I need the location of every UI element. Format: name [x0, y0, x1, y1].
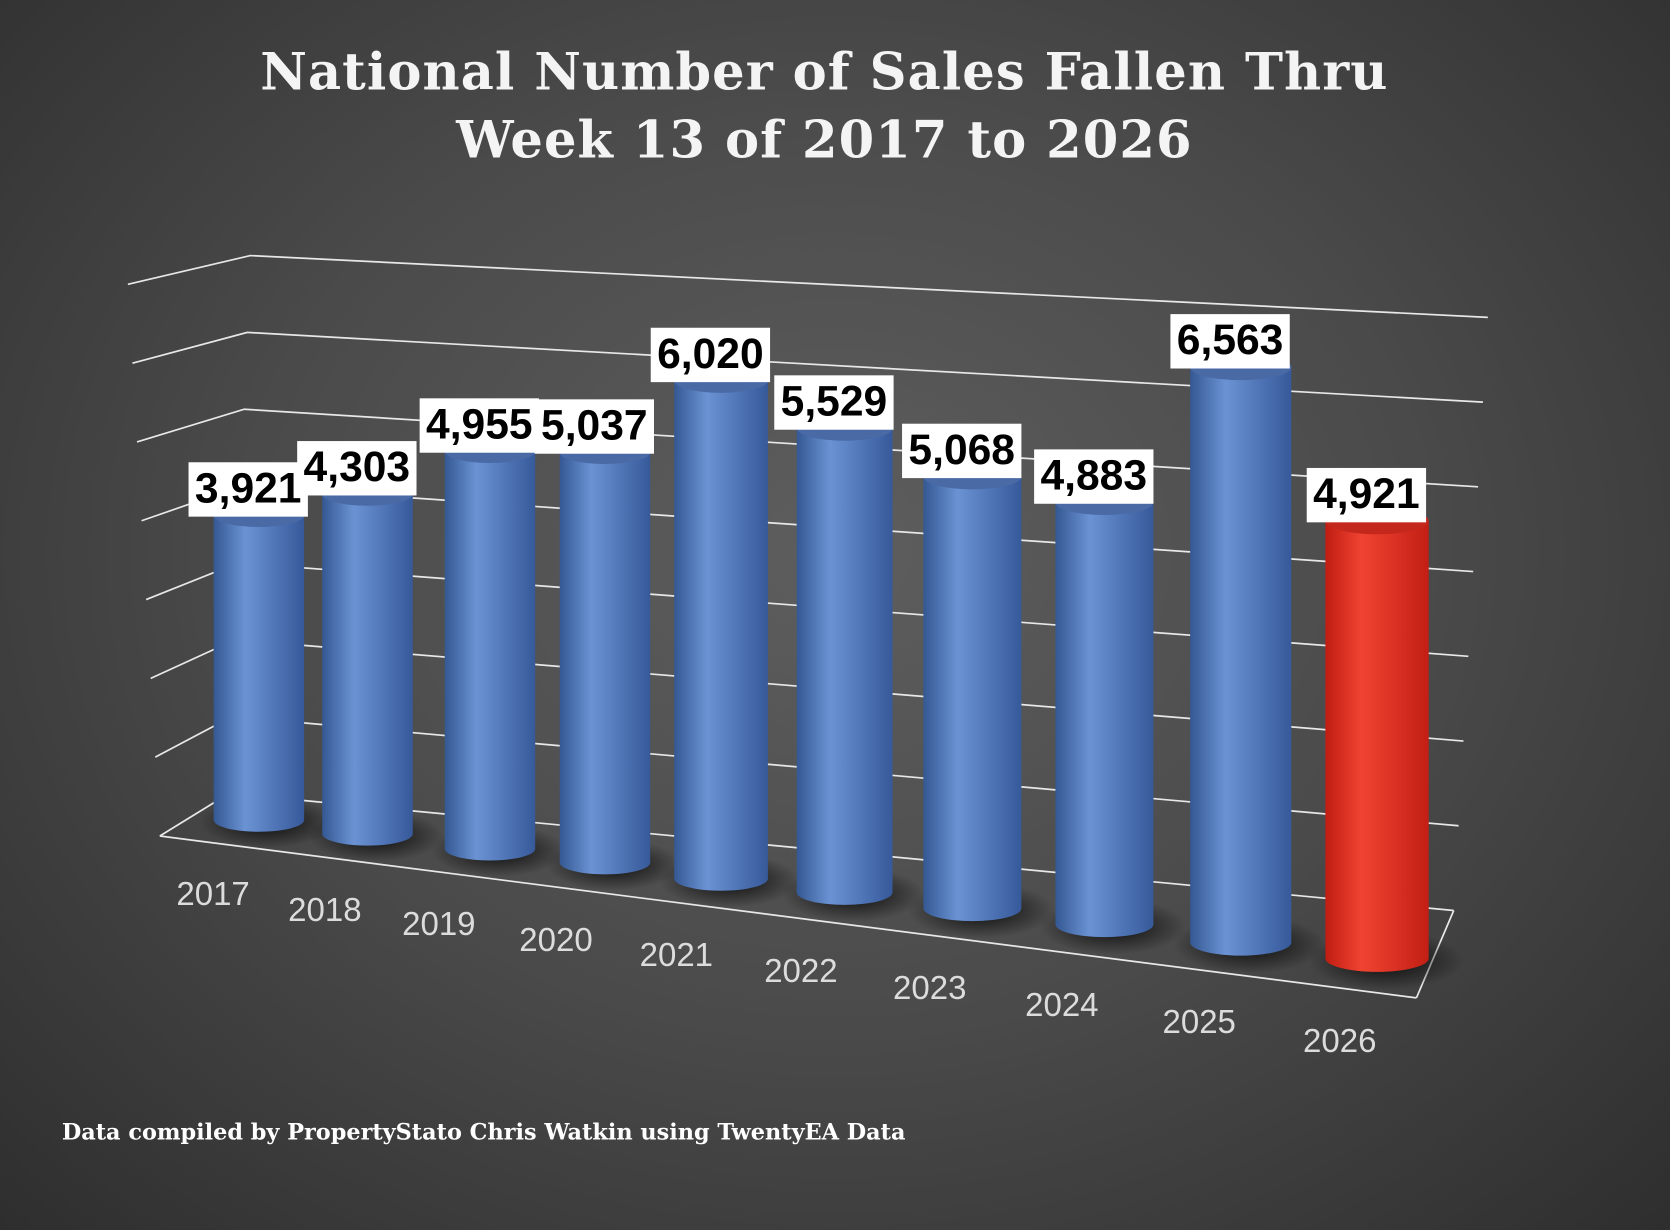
bar-2024	[1039, 489, 1187, 955]
data-label-box	[297, 441, 417, 496]
x-tick-label: 2021	[640, 936, 713, 973]
data-label-2020: 5,037	[534, 399, 654, 454]
chart-title-line-2: Week 13 of 2017 to 2026	[455, 111, 1193, 171]
data-label-text: 6,020	[657, 330, 764, 378]
x-tick-label: 2025	[1162, 1003, 1235, 1040]
x-tick-label: 2018	[288, 891, 361, 928]
bar-body	[1055, 502, 1154, 938]
x-tick-label: 2026	[1303, 1022, 1376, 1059]
bar-body	[796, 428, 893, 905]
data-label-2023: 5,068	[902, 423, 1022, 479]
data-label-box	[419, 398, 539, 453]
data-label-box	[534, 399, 654, 454]
data-label-box	[774, 375, 894, 430]
gridline	[127, 254, 1488, 319]
x-tick-label: 2017	[176, 875, 249, 912]
bar-body	[1325, 520, 1429, 972]
data-label-2018: 4,303	[297, 441, 417, 496]
x-tick-label: 2020	[519, 921, 592, 958]
data-label-text: 4,955	[426, 400, 533, 448]
bar-2020	[545, 440, 682, 891]
floor-front-edge	[159, 835, 1417, 999]
x-tick-label: 2023	[893, 969, 966, 1006]
footer-source: Data compiled by PropertyStato Chris Wat…	[62, 1119, 906, 1145]
chart-title-line-1: National Number of Sales Fallen Thru	[260, 42, 1388, 102]
bar-body	[674, 380, 768, 891]
data-label-text: 3,921	[195, 464, 302, 512]
data-label-text: 5,529	[781, 377, 888, 425]
data-label-box	[650, 327, 771, 383]
bar-body	[559, 452, 651, 875]
data-label-2025: 6,563	[1170, 314, 1290, 369]
data-label-text: 5,037	[541, 401, 648, 449]
data-label-2022: 5,529	[774, 375, 894, 430]
bar-body	[444, 451, 536, 861]
data-label-text: 6,563	[1177, 316, 1284, 364]
x-tick-label: 2024	[1025, 986, 1098, 1023]
bar-2025	[1173, 353, 1326, 974]
bar-2026	[1308, 507, 1464, 991]
bar-2022	[781, 415, 925, 922]
data-label-2024: 4,883	[1034, 449, 1154, 504]
bar-body	[923, 476, 1022, 922]
bar-2023	[907, 463, 1055, 939]
data-label-text: 5,068	[908, 426, 1015, 474]
x-tick-label: 2019	[402, 905, 475, 942]
data-label-text: 4,883	[1040, 452, 1147, 500]
bar-2019	[430, 439, 567, 877]
data-label-2021: 6,020	[650, 327, 771, 383]
gridline	[132, 331, 1483, 403]
bar-2017	[199, 503, 336, 849]
data-label-box	[1034, 449, 1154, 504]
data-label-box	[1170, 314, 1290, 369]
data-label-box	[188, 462, 308, 517]
bar-body	[322, 493, 413, 846]
data-label-box	[902, 423, 1022, 479]
bar-2018	[308, 482, 444, 862]
data-label-2019: 4,955	[419, 398, 539, 453]
data-label-text: 4,921	[1313, 470, 1420, 518]
bar-2021	[659, 368, 800, 908]
data-label-2017: 3,921	[188, 462, 308, 517]
data-label-text: 4,303	[304, 443, 411, 491]
x-tick-label: 2022	[764, 952, 837, 989]
bar-body	[1190, 367, 1292, 956]
bar-body	[213, 515, 305, 832]
data-label-box	[1306, 467, 1427, 523]
data-label-2026: 4,921	[1306, 467, 1427, 523]
